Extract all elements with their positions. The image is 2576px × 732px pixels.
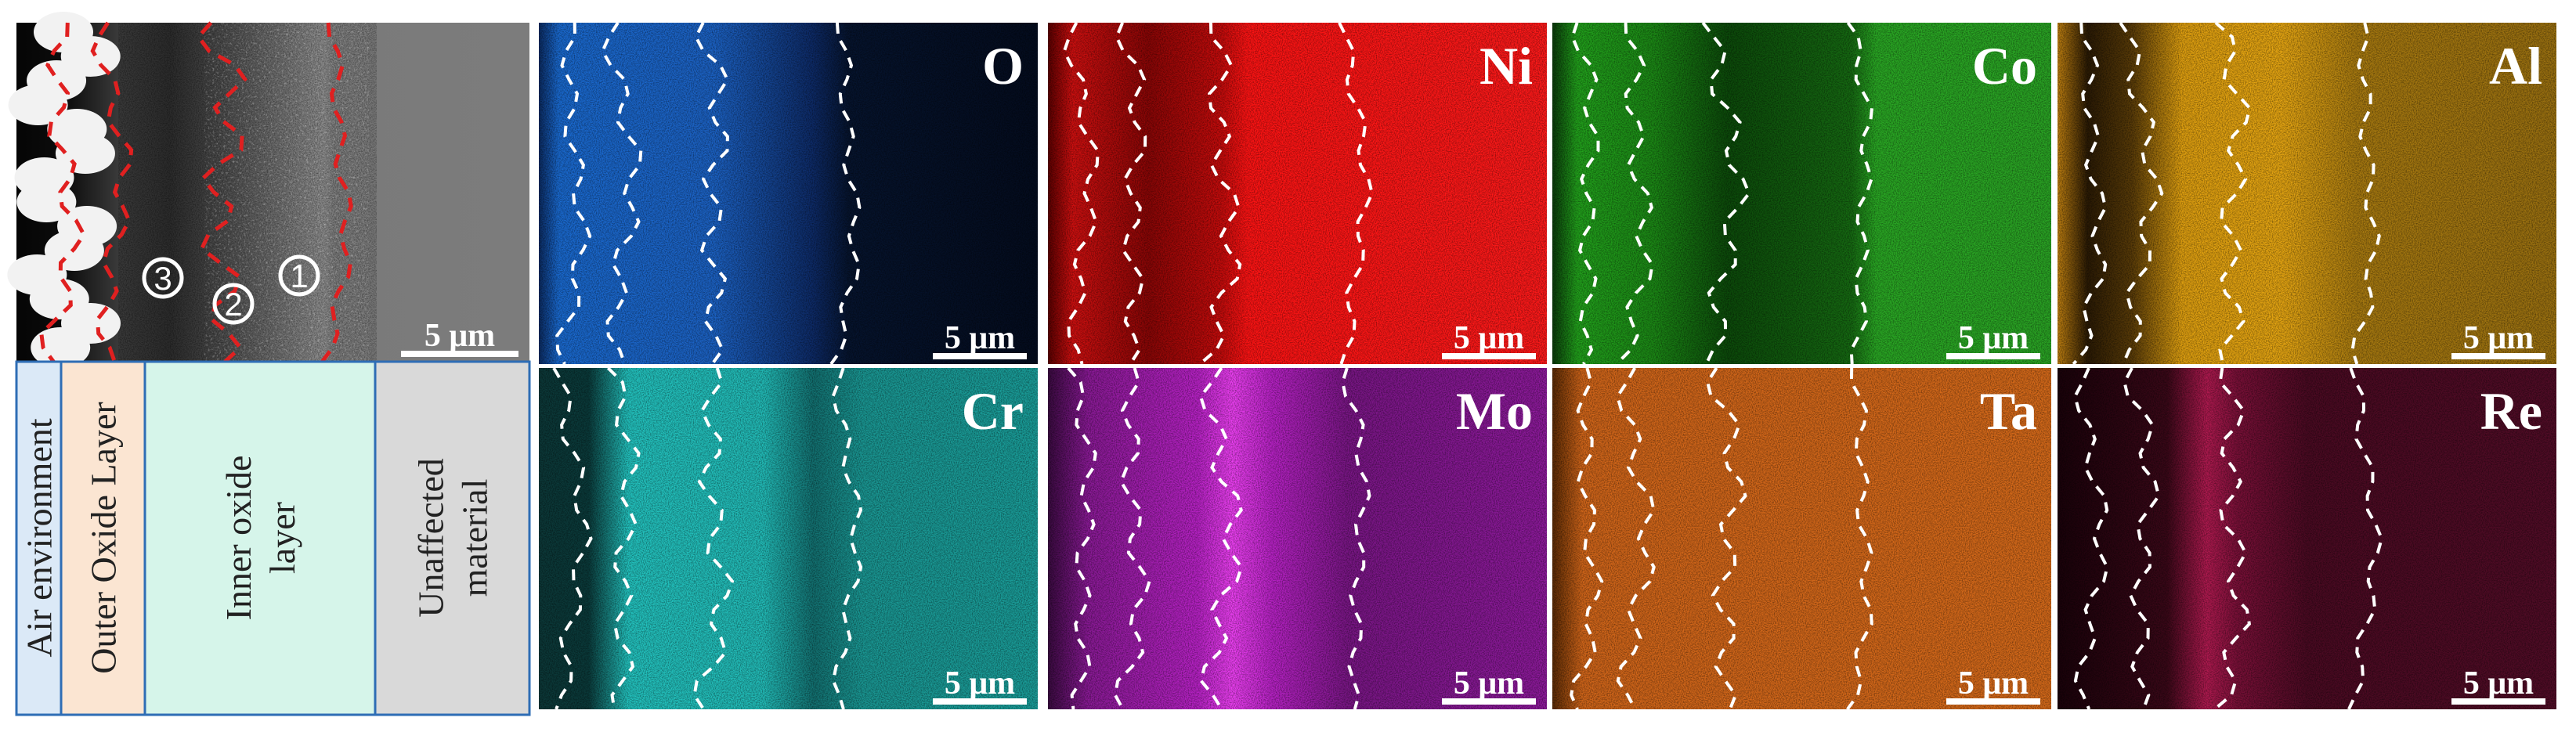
boundary-line xyxy=(90,21,134,362)
scale-bar xyxy=(1946,698,2040,705)
marker-circle xyxy=(278,254,320,297)
boundary-line xyxy=(2347,367,2384,710)
boundary-line xyxy=(1570,22,1600,365)
scale-bar xyxy=(1946,353,2040,359)
region-label: Outer Oxide Layer xyxy=(84,402,124,673)
oxide-particle xyxy=(31,327,91,368)
marker-label: 1 xyxy=(290,258,308,294)
scale-bar-label: 5 μm xyxy=(2463,665,2534,701)
element-label: Al xyxy=(2489,36,2542,96)
scale-bar xyxy=(1442,353,1536,359)
region-box xyxy=(143,360,377,716)
boundary-line xyxy=(694,22,730,366)
region-legend: Air environment Outer Oxide Layer Inner ox… xyxy=(15,360,531,716)
scale-bar-label: 5 μm xyxy=(945,320,1015,356)
region-label: Air environment xyxy=(20,418,60,658)
boundary-line xyxy=(1701,21,1751,365)
element-label: Co xyxy=(1972,36,2037,96)
boundary-line xyxy=(2119,21,2164,365)
region-label: material xyxy=(455,479,495,597)
scale-bar xyxy=(1442,698,1536,705)
scale-bar-label: 5 μm xyxy=(945,665,1015,701)
region-label: Inner oxide xyxy=(219,456,258,621)
element-map: Ni 5 μm xyxy=(1048,22,1547,366)
element-label: Ta xyxy=(1980,381,2037,441)
sem-image: 3 2 1 5 μm xyxy=(7,12,529,368)
element-map: O 5 μm xyxy=(539,21,1038,366)
boundary-line xyxy=(2073,367,2109,710)
scale-bar-label: 5 μm xyxy=(425,318,495,354)
element-label: O xyxy=(982,36,1024,96)
scale-bar-label: 5 μm xyxy=(1958,665,2029,701)
element-label: Re xyxy=(2480,381,2542,441)
boundary-line xyxy=(1341,367,1371,710)
element-map: Mo 5 μm xyxy=(1048,366,1547,711)
scale-bar-label: 5 μm xyxy=(1454,320,1524,356)
element-map: Cr 5 μm xyxy=(539,366,1038,711)
scale-bar xyxy=(933,698,1027,705)
boundary-line xyxy=(831,367,863,710)
boundary-line xyxy=(601,21,643,365)
element-label: Ni xyxy=(1479,36,1533,96)
boundary-line xyxy=(1198,22,1242,366)
map-texture xyxy=(1552,368,2051,709)
boundary-line xyxy=(1338,22,1374,365)
scale-bar-label: 5 μm xyxy=(2463,320,2534,356)
boundary-line xyxy=(2214,21,2252,365)
boundary-line xyxy=(39,22,86,363)
boundary-line xyxy=(1113,367,1151,710)
oxide-particle xyxy=(55,133,115,174)
boundary-line xyxy=(1615,22,1654,366)
map-texture xyxy=(539,23,1038,364)
scale-bar xyxy=(2451,353,2545,359)
boundary-line xyxy=(829,22,862,366)
boundary-line xyxy=(1115,22,1147,366)
boundary-line xyxy=(1846,367,1873,711)
region-box xyxy=(60,360,146,716)
scale-bar-label: 5 μm xyxy=(1958,320,2029,356)
boundary-line xyxy=(2350,22,2381,365)
scale-bar xyxy=(2451,698,2545,705)
element-label: Mo xyxy=(1456,381,1533,441)
boundary-line xyxy=(552,366,593,710)
boundary-line xyxy=(1705,366,1747,710)
element-label: Cr xyxy=(962,381,1024,441)
boundary-line xyxy=(2072,22,2108,366)
scale-bar xyxy=(933,353,1027,359)
marker-label: 2 xyxy=(224,286,242,323)
boundary-line xyxy=(555,22,592,365)
oxide-particle xyxy=(8,85,68,125)
element-map: Al 5 μm xyxy=(2058,21,2556,366)
boundary-line xyxy=(2123,367,2161,710)
boundary-line xyxy=(1846,21,1874,365)
boundary-line xyxy=(1067,366,1097,710)
region-label: layer xyxy=(262,502,302,574)
scale-bar-label: 5 μm xyxy=(1454,665,1524,701)
marker-circle xyxy=(142,257,184,299)
marker-circle xyxy=(212,283,255,325)
boundary-line xyxy=(1062,22,1100,365)
boundary-line xyxy=(1570,367,1604,710)
boundary-line xyxy=(692,367,735,711)
scale-bar xyxy=(401,351,518,357)
element-map: Re 5 μm xyxy=(2058,367,2556,711)
boundary-line xyxy=(320,22,353,363)
element-map: Co 5 μm xyxy=(1552,21,2051,366)
boundary-line xyxy=(2213,367,2252,711)
boundary-line xyxy=(1616,367,1656,710)
boundary-line xyxy=(1198,366,1244,711)
region-box xyxy=(374,360,531,716)
sem-bright xyxy=(204,23,369,362)
boundary-line xyxy=(606,366,641,710)
element-map: Ta 5 μm xyxy=(1552,366,2051,711)
region-label: Unaffected xyxy=(411,458,451,617)
marker-label: 3 xyxy=(154,260,172,297)
map-texture xyxy=(539,368,1038,709)
map-texture xyxy=(1048,23,1547,364)
map-texture xyxy=(2058,23,2556,364)
